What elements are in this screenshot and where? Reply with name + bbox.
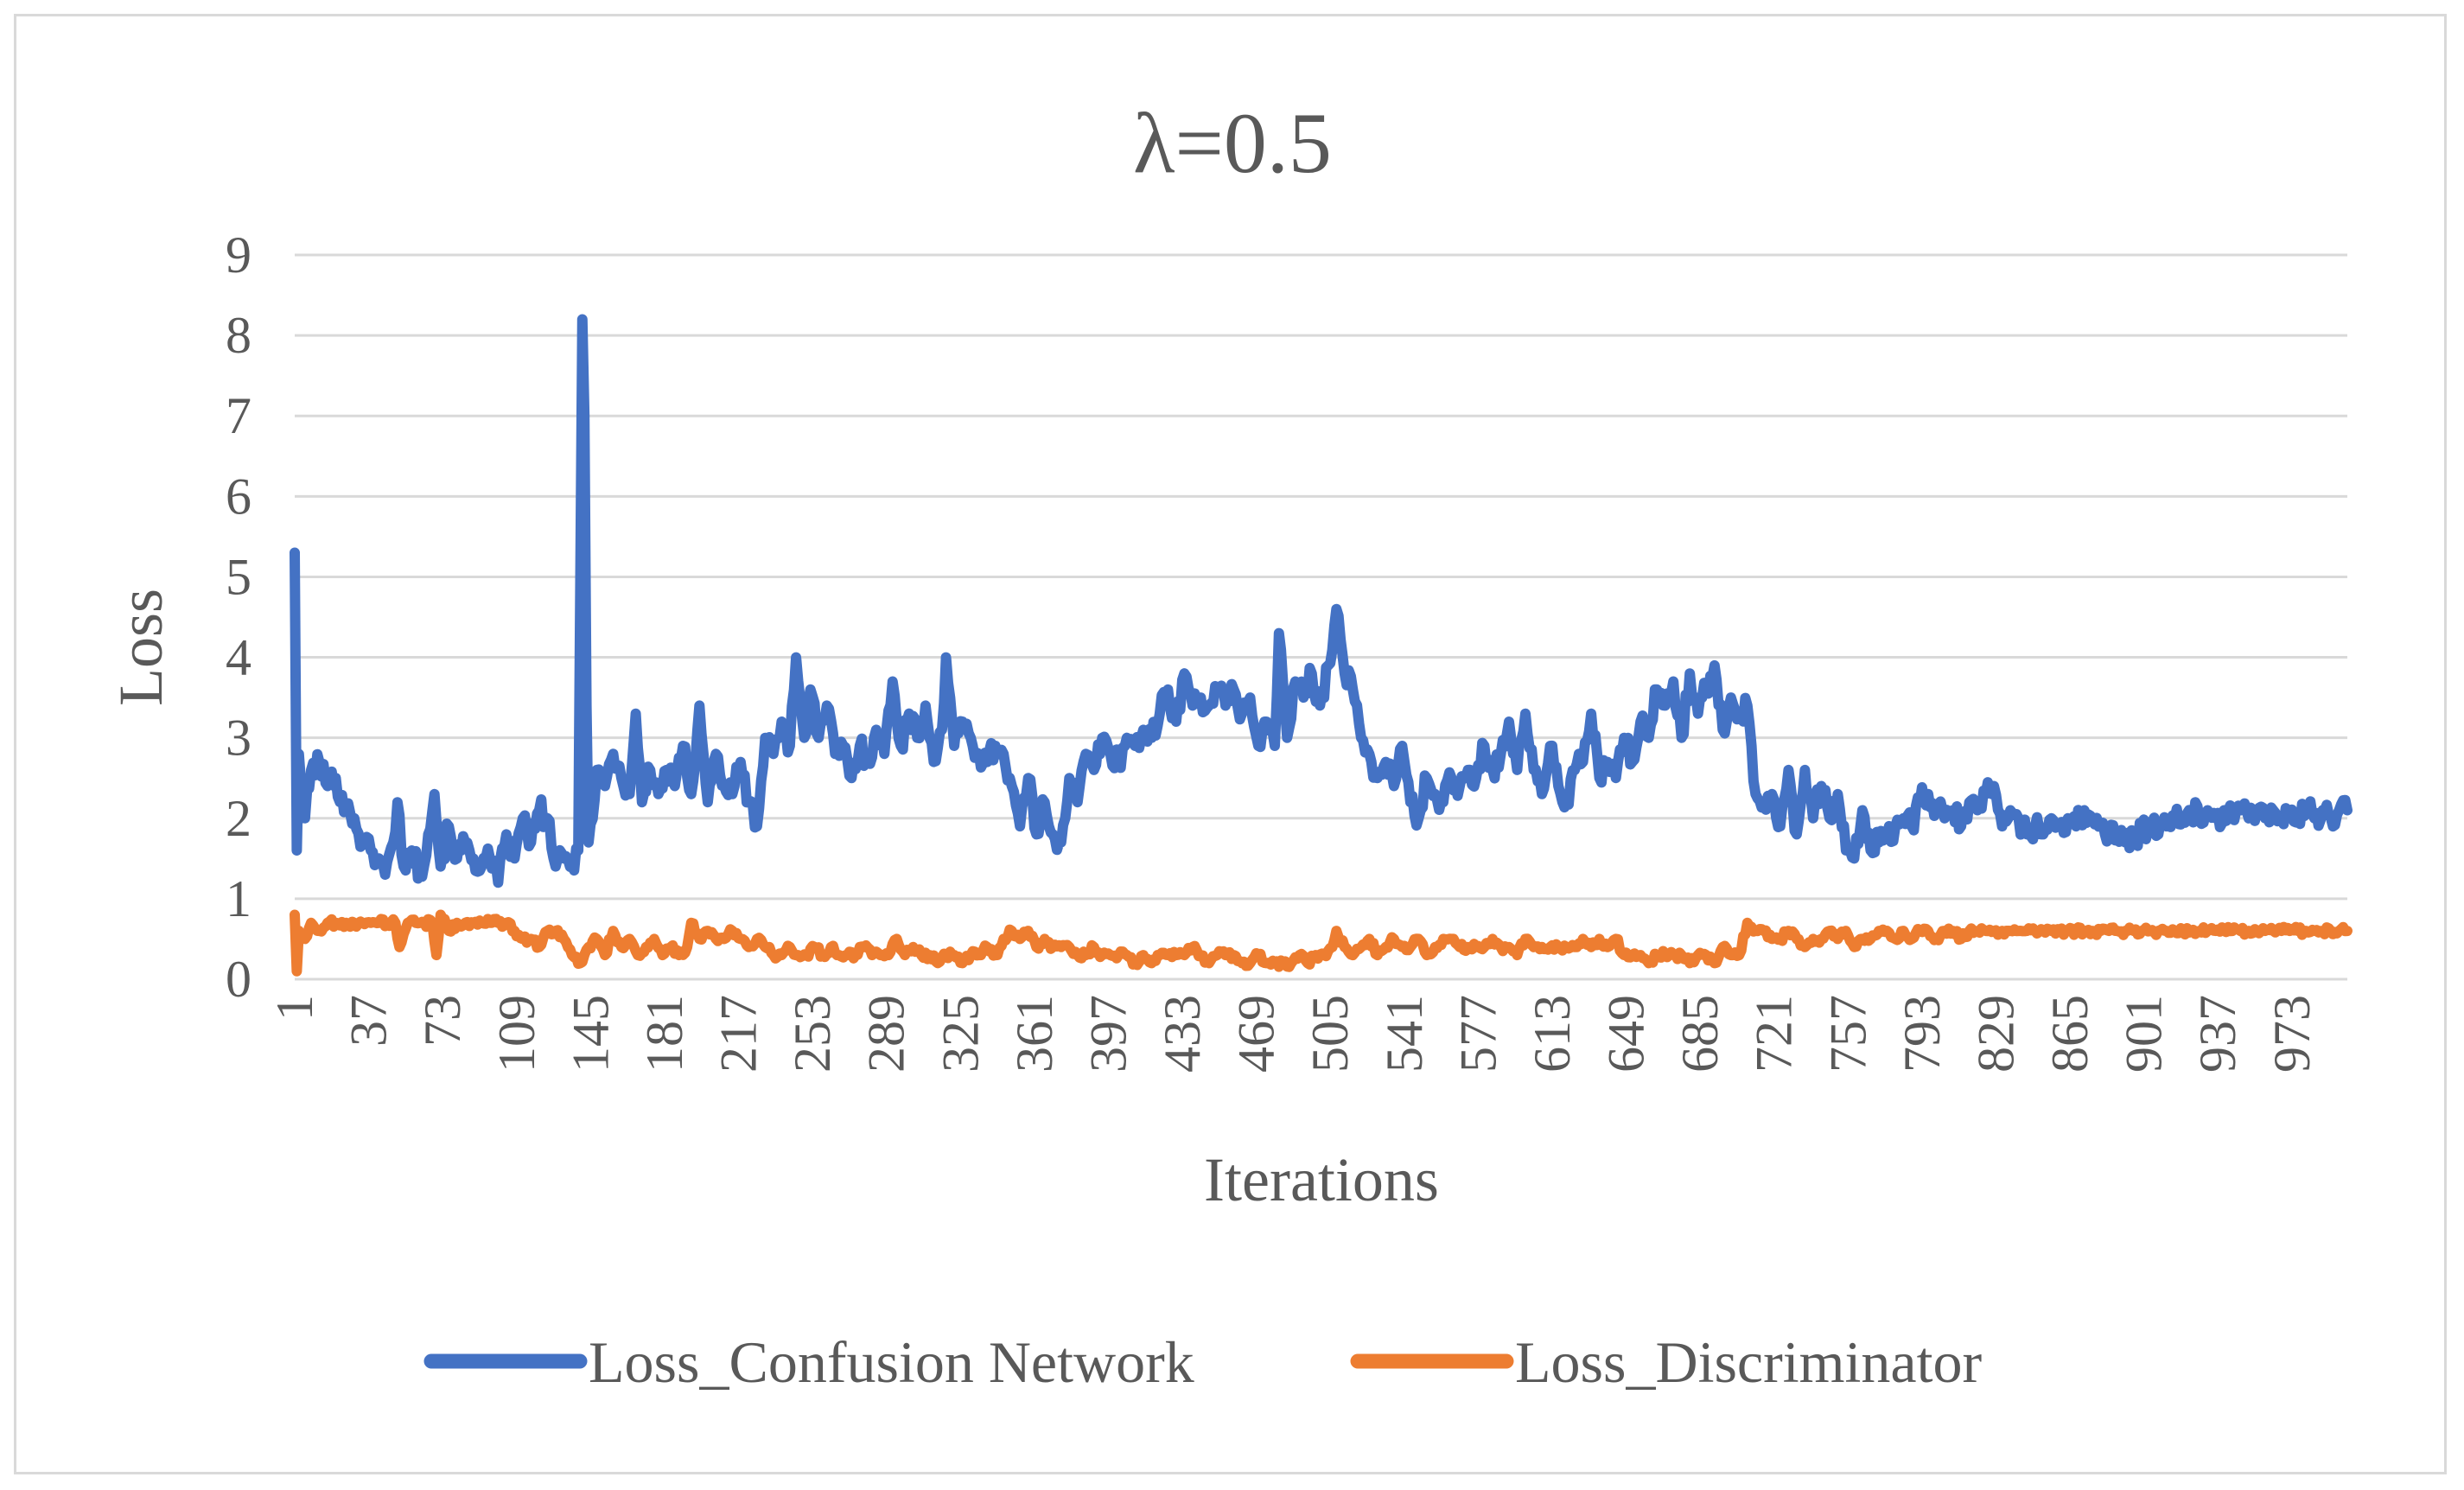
series-line-discriminator bbox=[290, 909, 2353, 977]
x-tick-label: 649 bbox=[1598, 995, 1655, 1073]
legend-label-confusion: Loss_Confusion Network bbox=[589, 1329, 1194, 1395]
x-tick-label: 397 bbox=[1079, 995, 1136, 1073]
x-tick-label: 469 bbox=[1228, 995, 1285, 1073]
x-tick-label: 829 bbox=[1967, 995, 2024, 1073]
y-tick-label: 3 bbox=[226, 710, 251, 767]
x-tick-label: 973 bbox=[2263, 995, 2321, 1073]
series-lines bbox=[290, 314, 2353, 977]
x-tick-label: 253 bbox=[784, 995, 841, 1073]
y-tick-label: 4 bbox=[226, 629, 251, 686]
grid-lines bbox=[295, 253, 2347, 901]
x-axis-title: Iterations bbox=[1204, 1145, 1439, 1214]
x-tick-label: 181 bbox=[636, 995, 693, 1073]
x-tick-label: 577 bbox=[1449, 995, 1506, 1073]
x-tick-label: 73 bbox=[414, 995, 471, 1047]
y-tick-label: 7 bbox=[226, 387, 251, 444]
chart-title: λ=0.5 bbox=[1133, 95, 1332, 191]
series-line-confusion-network bbox=[290, 314, 2353, 888]
y-tick-label: 2 bbox=[226, 790, 251, 847]
y-tick-label: 6 bbox=[226, 468, 251, 525]
legend-item-discriminator: Loss_Discriminator bbox=[1350, 1329, 1983, 1395]
x-tick-label: 1 bbox=[266, 995, 323, 1021]
x-tick-label: 937 bbox=[2189, 995, 2246, 1073]
x-tick-label: 721 bbox=[1746, 995, 1803, 1073]
x-tick-label: 289 bbox=[858, 995, 915, 1073]
x-tick-label: 685 bbox=[1671, 995, 1729, 1073]
y-tick-label: 8 bbox=[226, 307, 251, 364]
y-tick-label: 0 bbox=[226, 951, 251, 1008]
x-tick-label: 361 bbox=[1006, 995, 1063, 1073]
x-tick-label: 793 bbox=[1894, 995, 1951, 1073]
x-tick-label: 757 bbox=[1819, 995, 1876, 1073]
x-tick-label: 613 bbox=[1524, 995, 1581, 1073]
legend-item-confusion: Loss_Confusion Network bbox=[423, 1329, 1194, 1395]
x-tick-label: 217 bbox=[710, 995, 767, 1073]
y-axis-title: Loss bbox=[106, 589, 175, 706]
legend: Loss_Confusion Network Loss_Discriminato… bbox=[423, 1329, 1983, 1395]
y-axis-ticks: 0 1 2 3 4 5 6 7 8 9 bbox=[226, 226, 251, 1008]
x-tick-label: 505 bbox=[1302, 995, 1359, 1073]
x-tick-label: 37 bbox=[341, 995, 398, 1047]
x-tick-label: 109 bbox=[488, 995, 545, 1073]
x-axis-ticks: 1 37 73 109 145 181 217 253 289 325 361 397 433 469 50… bbox=[266, 995, 2321, 1073]
x-tick-label: 865 bbox=[2041, 995, 2098, 1073]
x-tick-label: 433 bbox=[1154, 995, 1211, 1073]
y-tick-label: 1 bbox=[226, 870, 251, 927]
legend-label-discriminator: Loss_Discriminator bbox=[1515, 1329, 1983, 1395]
y-tick-label: 5 bbox=[226, 548, 251, 605]
x-tick-label: 325 bbox=[932, 995, 989, 1073]
x-tick-label: 541 bbox=[1376, 995, 1433, 1073]
x-tick-label: 901 bbox=[2116, 995, 2173, 1073]
y-tick-label: 9 bbox=[226, 226, 251, 283]
x-tick-label: 145 bbox=[562, 995, 619, 1073]
